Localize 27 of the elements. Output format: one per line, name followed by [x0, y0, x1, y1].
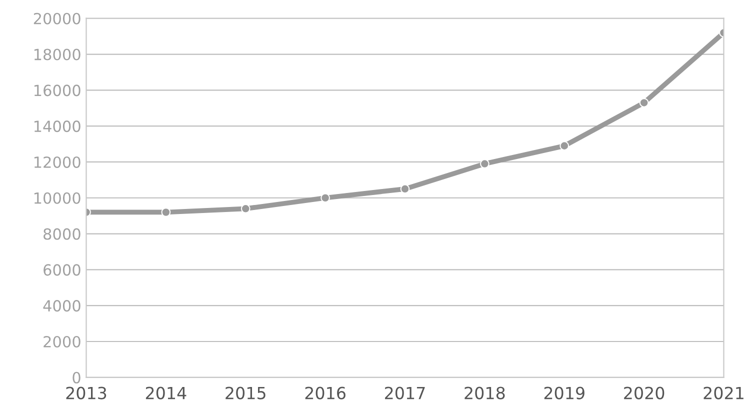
y-tick-label: 18000 — [34, 48, 80, 60]
x-tick-label: 2016 — [305, 386, 346, 400]
x-tick-label: 2014 — [146, 386, 186, 400]
y-tick-label: 20000 — [34, 12, 80, 24]
point — [240, 204, 250, 214]
x-tick-label: 2018 — [464, 386, 505, 400]
point — [639, 98, 649, 108]
y-tick-label: 2000 — [44, 336, 80, 348]
y-tick-label: 4000 — [43, 300, 80, 312]
point — [480, 159, 490, 168]
x-tick-label: 2013 — [66, 386, 106, 400]
y-tick-label: 0 — [72, 372, 80, 384]
x-tick-label: 2021 — [704, 386, 744, 400]
x-tick-label: 2015 — [226, 386, 266, 400]
point — [560, 141, 570, 151]
point — [161, 208, 171, 217]
y-tick-label: 10000 — [34, 192, 80, 204]
y-tick-label: 6000 — [44, 264, 80, 276]
x-tick-label: 2017 — [385, 386, 425, 400]
x-tick-label: 2020 — [624, 386, 664, 400]
y-tick-label: 8000 — [44, 228, 80, 240]
y-tick-label: 14000 — [34, 120, 80, 132]
y-tick-label: 16000 — [34, 84, 80, 96]
point — [400, 184, 410, 194]
x-tick-label: 2019 — [544, 386, 584, 400]
point — [320, 193, 330, 203]
y-tick-label: 12000 — [34, 156, 80, 168]
